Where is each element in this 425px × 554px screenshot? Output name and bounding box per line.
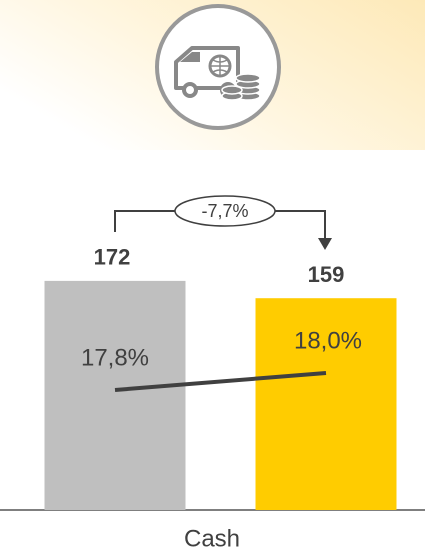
change-bubble — [174, 195, 276, 227]
bar — [255, 298, 397, 510]
cash-icon — [155, 4, 281, 130]
rate-line — [114, 371, 327, 392]
change-label: -7,7% — [201, 201, 248, 221]
bar — [44, 280, 186, 510]
change-arrow — [318, 238, 332, 250]
change-bracket — [114, 210, 326, 240]
x-axis-label: Cash — [184, 525, 240, 552]
rate-label: 18,0% — [294, 327, 362, 354]
value-label: 172 — [94, 245, 131, 270]
value-label: 159 — [308, 262, 345, 287]
rate-label: 17,8% — [81, 344, 149, 371]
